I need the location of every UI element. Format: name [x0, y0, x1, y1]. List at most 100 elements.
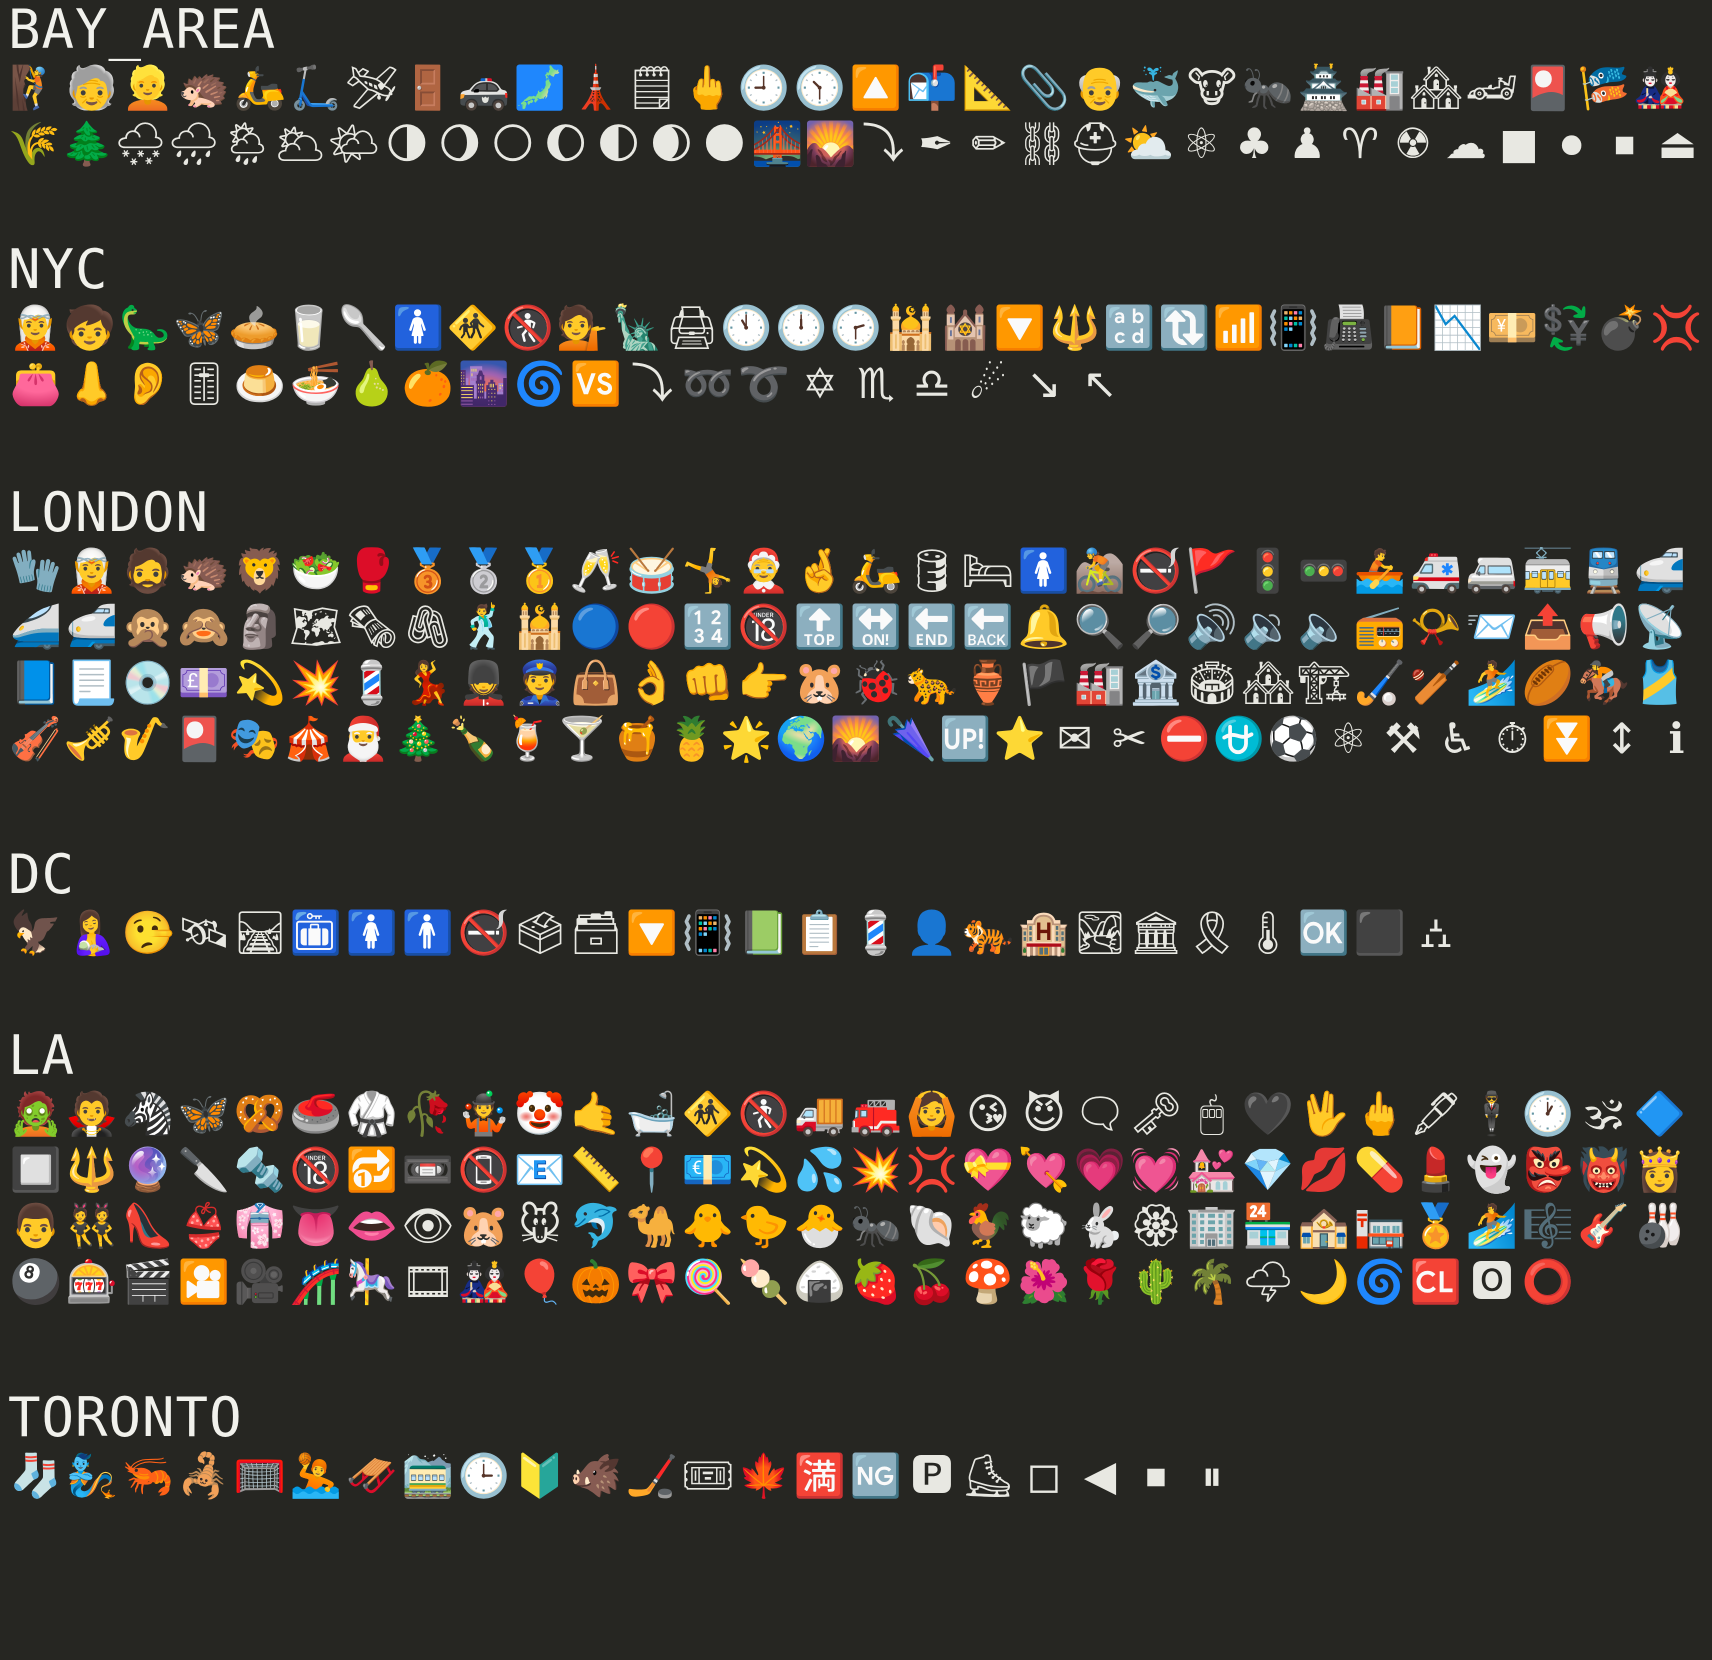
emoji-icon: 🤡 [513, 1089, 567, 1138]
emoji-icon: 🧓 [65, 63, 119, 112]
emoji-icon: 🗒 [625, 63, 679, 112]
emoji-icon: 🖕 [681, 63, 735, 112]
emoji-icon: 🆙 [939, 714, 992, 763]
emoji-icon: 🍍 [665, 714, 718, 763]
emoji-icon: 🆖 [849, 1451, 903, 1500]
emoji-icon: 🍾 [446, 714, 500, 763]
emoji-row: 👨 👯 👠 👙 👘 👅 👄 👁 🐹 🐭 🐬 🐪 🐥 🐤 🐣 🐜 🐚 🐓 🐑 🐇 🏵 🏢 🏪 🏤 🏣 🏅 🏄 🎼 🎸 🎳 [8, 1198, 1704, 1254]
emoji-icon: 🙈 [177, 602, 231, 651]
emoji-icon: 📗 [737, 908, 791, 957]
emoji-icon: 🔩 [233, 1145, 287, 1194]
emoji-icon: 💃 [401, 658, 455, 707]
emoji-icon: 🚋 [1521, 546, 1575, 595]
emoji-icon: 🎽 [1633, 658, 1687, 707]
emoji-icon: 💴 [1486, 303, 1539, 352]
emoji-icon: 👤 [905, 908, 959, 957]
emoji-icon: ⏸ [1201, 1451, 1223, 1500]
emoji-icon: 🛰 [177, 908, 231, 957]
emoji-icon: 🛏 [961, 546, 1015, 595]
emoji-icon: 🏎 [1465, 63, 1519, 112]
emoji-icon: 🗃 [569, 908, 623, 957]
emoji-icon: 🚆 [1577, 546, 1631, 595]
emoji-icon: 🏄 [1465, 658, 1519, 707]
emoji-icon: 🔔 [1017, 602, 1071, 651]
emoji-icon: 🐑 [1017, 1201, 1071, 1250]
emoji-icon: 👱 [121, 63, 175, 112]
emoji-icon: ✂ [1111, 714, 1148, 763]
emoji-icon: 🐹 [457, 1201, 511, 1250]
emoji-icon: 👸 [1633, 1145, 1687, 1194]
emoji-icon: 🌂 [884, 714, 937, 763]
emoji-icon: 🎦 [177, 1257, 231, 1306]
emoji-icon: 🏛 [1129, 908, 1183, 957]
emoji-icon: 📧 [513, 1145, 567, 1194]
emoji-icon: 🚑 [1409, 546, 1463, 595]
emoji-icon: 🎰 [65, 1257, 119, 1306]
emoji-icon: 🤹 [457, 1089, 511, 1138]
emoji-icon: 🌖 [437, 119, 482, 168]
emoji-icon: 🎴 [173, 714, 226, 763]
emoji-icon: 😈 [1022, 1089, 1066, 1138]
emoji-icon: 🔰 [513, 1451, 567, 1500]
emoji-row: 🌾 🌲 🌨 🌧 🌦 🌥 🌤 🌗 🌖 🌕 🌔 🌓 🌒 🌑 🌉 🌄 ⤵ ✒ ✏ ⛓ ⛑ ⛅ ⚛ ♣ ♟ ♈ ☢ ☁ ■ ⏺ ⏹ ⏏ [8, 116, 1704, 172]
emoji-icon: 📼 [401, 1145, 455, 1194]
emoji-icon: 🍓 [849, 1257, 903, 1306]
emoji-icon: 👺 [1521, 1145, 1575, 1194]
emoji-icon: ⚛ [1329, 714, 1368, 763]
emoji-icon: 🍹 [501, 714, 554, 763]
emoji-icon: 🚭 [457, 908, 511, 957]
emoji-icon: 🔚 [905, 602, 959, 651]
emoji-icon: 🌀 [1353, 1257, 1407, 1306]
emoji-icon: 🕚 [720, 303, 773, 352]
emoji-icon: 👙 [177, 1201, 231, 1250]
emoji-icon: 🙆 [905, 1089, 959, 1138]
emoji-icon: 🎞 [401, 1257, 455, 1306]
emoji-icon: 📃 [65, 658, 119, 707]
emoji-icon: 🎥 [233, 1257, 287, 1306]
emoji-icon: 🚥 [1297, 546, 1351, 595]
emoji-icon: ℹ [1668, 714, 1685, 763]
emoji-icon: 🧤 [9, 546, 63, 595]
emoji-icon: 🎳 [1633, 1201, 1687, 1250]
emoji-icon: 💎 [1241, 1145, 1295, 1194]
emoji-icon: 🍄 [961, 1257, 1015, 1306]
emoji-icon: 🏭 [1353, 63, 1407, 112]
section-la: LA 🧟 🧛 🦓 🦋 🥨 🥌 🥋 🥀 🤹 🤡 🤙 🛁 🚸 🚷 🚚 🚒 🙆 😘 😈 🗨 🗝 🖱 🖤 🖖 🖕 🖋 🕴 🕐 🕉 🔷 🔲 🔱 🔮 🔪 🔩 🔞 🔂 📼… [8, 1026, 1704, 1310]
emoji-icon: ⛸ [961, 1451, 1015, 1500]
emoji-icon: 🌑 [702, 119, 747, 168]
emoji-row: 🧦 🧞 🦐 🦂 🥅 🤽 🛷 🚞 🕒 🔰 🐗 🏒 🎟 🍁 🈵 🆖 🅿 ⛸ ◻ ◀ ⏹ ⏸ [8, 1448, 1704, 1504]
emoji-icon: 🎀 [625, 1257, 679, 1306]
emoji-icon: 🧟 [9, 1089, 63, 1138]
city-title: LONDON [8, 481, 210, 544]
emoji-icon: 🍡 [737, 1257, 791, 1306]
emoji-icon: ☄ [969, 359, 1007, 408]
emoji-icon: 🧗 [9, 63, 63, 112]
emoji-icon: 🥈 [457, 546, 511, 595]
emoji-icon: 👴 [1073, 63, 1127, 112]
emoji-icon: 👮 [513, 658, 567, 707]
emoji-icon: 🆑 [1409, 1257, 1463, 1306]
emoji-icon: 🕴 [1465, 1089, 1519, 1138]
emoji-icon: ⛎ [1212, 714, 1265, 763]
emoji-icon: 🌦 [220, 119, 274, 168]
emoji-icon: 👃 [65, 359, 119, 408]
emoji-icon: 💱 [1540, 303, 1594, 352]
emoji-icon: 👠 [121, 1201, 175, 1250]
emoji-icon: 📋 [793, 908, 847, 957]
emoji-icon: 🥄 [337, 303, 390, 352]
emoji-icon: 🥧 [228, 303, 281, 352]
emoji-icon: 🏪 [1241, 1201, 1295, 1250]
emoji-icon: 🖤 [1241, 1089, 1295, 1138]
emoji-icon: 🌺 [1017, 1257, 1071, 1306]
emoji-icon: 🅿 [910, 1451, 953, 1500]
emoji-icon: 😘 [966, 1089, 1010, 1138]
emoji-icon: 🕌 [884, 303, 937, 352]
emoji-icon: 🥛 [282, 303, 336, 352]
emoji-icon: 👘 [233, 1201, 287, 1250]
emoji-icon: 💂 [457, 658, 511, 707]
emoji-icon: ↕ [1604, 714, 1640, 763]
emoji-icon: 🌩 [1241, 1257, 1295, 1306]
emoji-icon: ⬛ [1353, 908, 1407, 957]
emoji-icon: 🥇 [513, 546, 567, 595]
emoji-icon: 🗞 [345, 602, 399, 651]
